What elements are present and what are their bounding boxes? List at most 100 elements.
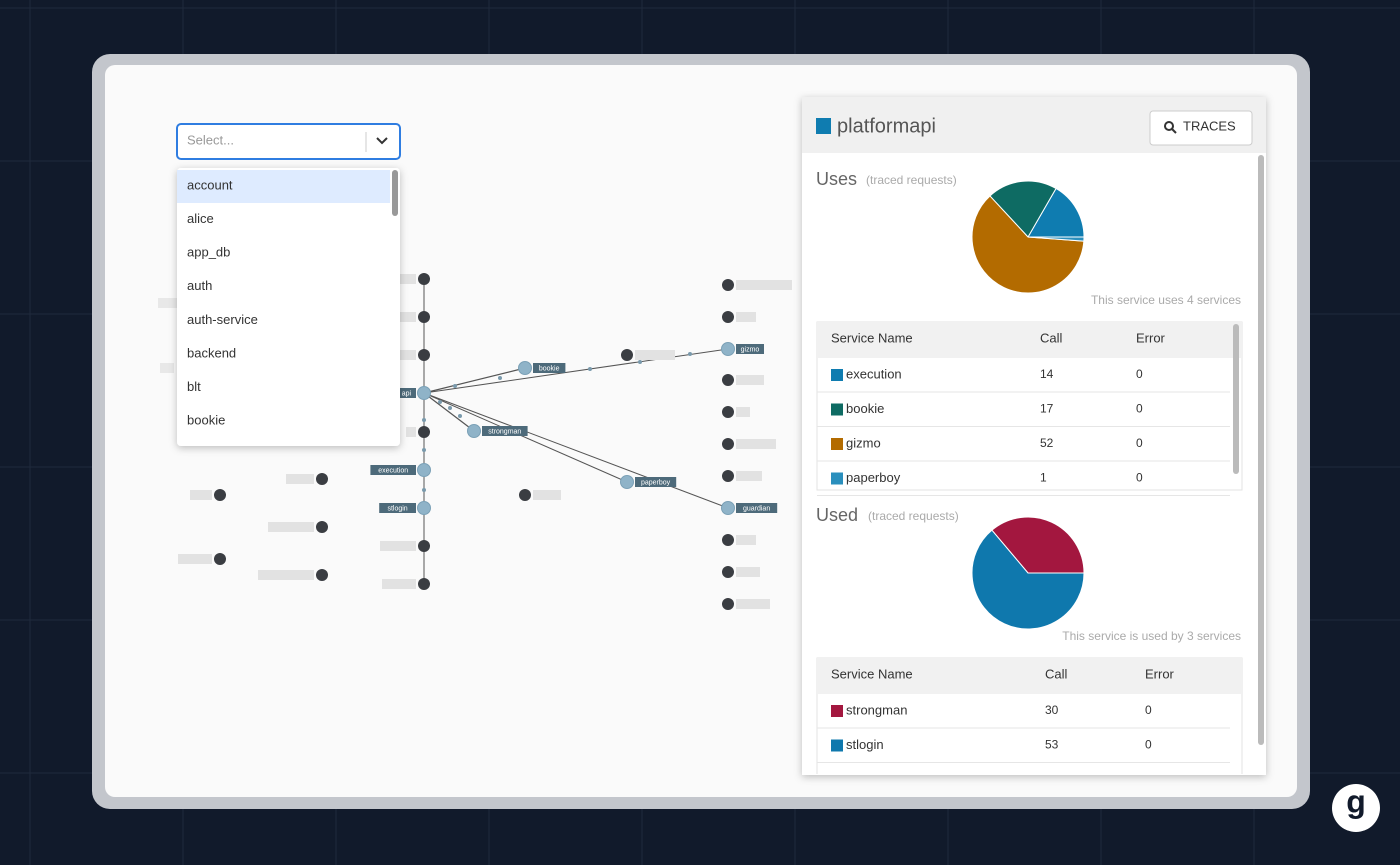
table-header	[817, 658, 1242, 694]
node-label-faded	[400, 274, 416, 284]
panel-title: platformapi	[837, 115, 936, 137]
node-label-faded	[380, 541, 416, 551]
error-count: 0	[1136, 367, 1143, 381]
logo-mark: g	[1346, 783, 1366, 819]
service-swatch	[831, 369, 843, 381]
node-label-faded	[533, 490, 561, 500]
edge-dot	[498, 376, 502, 380]
node[interactable]	[417, 463, 431, 477]
column-header: Error	[1145, 666, 1175, 681]
node	[722, 279, 734, 291]
node-label: api	[402, 390, 412, 397]
node-label-bg	[370, 465, 416, 475]
call-count: 52	[1040, 436, 1054, 450]
edge-dot	[588, 367, 592, 371]
edge-dot	[422, 488, 426, 492]
node-label-faded	[160, 363, 174, 373]
node[interactable]	[721, 342, 735, 356]
option[interactable]: auth-service	[187, 312, 258, 327]
node-label-faded	[400, 312, 416, 322]
node	[316, 521, 328, 533]
error-count: 0	[1145, 703, 1152, 717]
node-label-faded	[258, 570, 314, 580]
edge-dot	[638, 360, 642, 364]
node[interactable]	[721, 501, 735, 515]
error-count: 0	[1145, 738, 1152, 752]
node-label-faded	[736, 567, 760, 577]
edge	[423, 367, 526, 394]
traces-button[interactable]	[1149, 110, 1253, 146]
node-label-faded	[736, 471, 762, 481]
node	[418, 426, 430, 438]
section-summary: This service uses 4 services	[1091, 293, 1241, 307]
edge	[423, 392, 729, 509]
node-label-faded	[736, 375, 764, 385]
node-label-bg	[482, 426, 528, 436]
node-label-faded	[736, 535, 756, 545]
select-box[interactable]	[176, 123, 401, 160]
call-count: 1	[1040, 471, 1047, 485]
node[interactable]	[417, 501, 431, 515]
node-label-faded	[736, 439, 776, 449]
node-label-bg	[379, 503, 416, 513]
node-label-faded	[736, 407, 750, 417]
service-name: gizmo	[846, 435, 881, 450]
node	[722, 534, 734, 546]
select-chevron	[376, 137, 388, 145]
panel-scrollbar	[1258, 155, 1264, 745]
edge-dot	[458, 414, 462, 418]
edge	[423, 392, 628, 483]
node-label-faded	[400, 350, 416, 360]
node	[418, 311, 430, 323]
service-name: stlogin	[846, 737, 884, 752]
node	[722, 311, 734, 323]
node[interactable]	[518, 361, 532, 375]
option[interactable]: account	[187, 177, 233, 192]
node-label-bg	[533, 363, 566, 373]
node	[621, 349, 633, 361]
edge-dot	[448, 406, 452, 410]
option[interactable]: app_db	[187, 245, 230, 260]
option[interactable]: auth	[187, 278, 212, 293]
node-label-bg	[635, 477, 677, 487]
service-table: Service Name Call Error strongman 30 0 stlogin…	[816, 657, 1243, 774]
call-count: 17	[1040, 402, 1054, 416]
node-label-bg	[396, 388, 416, 398]
service-swatch	[831, 705, 843, 717]
node-label-faded	[286, 474, 314, 484]
node	[519, 489, 531, 501]
edge	[423, 348, 729, 394]
pie-slice	[989, 180, 1057, 238]
column-header: Service Name	[831, 666, 913, 681]
search-icon	[1164, 121, 1174, 131]
node-label: bookie	[539, 365, 560, 372]
pie-slice	[971, 195, 1085, 294]
section-heading: Uses	[816, 169, 857, 189]
node-label: execution	[378, 467, 408, 474]
edge-dot	[438, 400, 442, 404]
node	[722, 598, 734, 610]
option[interactable]: alice	[187, 211, 214, 226]
table-scrollbar	[1233, 324, 1239, 474]
pie-slice	[1027, 236, 1085, 242]
button-label: TRACES	[1183, 118, 1236, 133]
edge-dot	[422, 418, 426, 422]
pie-slice	[1027, 187, 1085, 238]
node	[722, 438, 734, 450]
node[interactable]	[620, 475, 634, 489]
option[interactable]: bookie	[187, 413, 225, 428]
node[interactable]	[467, 424, 481, 438]
node[interactable]	[417, 386, 431, 400]
column-header: Call	[1045, 666, 1068, 681]
section-summary: This service is used by 3 services	[1062, 629, 1241, 643]
call-count: 14	[1040, 367, 1054, 381]
option[interactable]: backend	[187, 345, 236, 360]
error-count: 0	[1136, 471, 1143, 485]
node-label-faded	[190, 490, 212, 500]
node	[418, 273, 430, 285]
service-name: paperboy	[846, 470, 901, 485]
service-panel: platformapi TRACES Uses (traced requests) Th…	[802, 97, 1266, 775]
option[interactable]: blt	[187, 379, 201, 394]
option-highlight	[177, 170, 390, 203]
